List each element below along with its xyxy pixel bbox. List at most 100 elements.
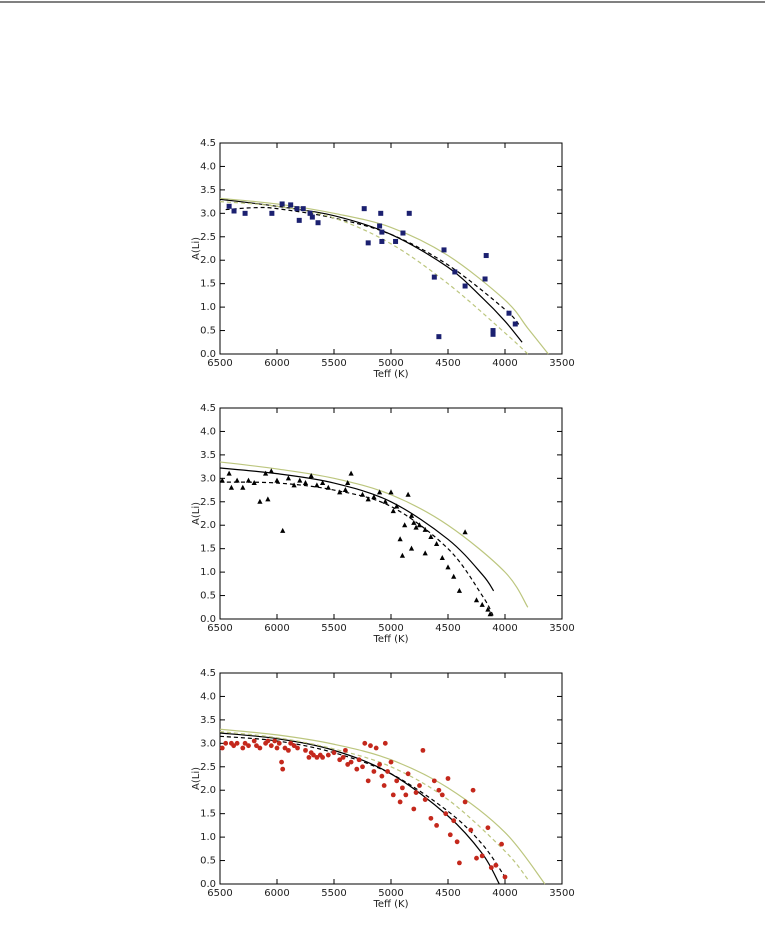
x-tick-label: 6000 xyxy=(264,358,289,369)
data-point xyxy=(337,757,343,763)
data-point xyxy=(251,480,257,486)
data-point xyxy=(223,740,229,746)
y-tick-label: 2.0 xyxy=(200,785,216,796)
x-tick-label: 6500 xyxy=(207,623,232,634)
x-tick-label: 4000 xyxy=(492,888,517,899)
plot-frame xyxy=(219,407,563,620)
data-point xyxy=(434,822,439,828)
y-tick-label: 0.0 xyxy=(200,879,216,890)
x-tick-label: 3500 xyxy=(549,623,574,634)
fit-curve xyxy=(219,197,549,355)
x-tick-label: 4000 xyxy=(492,623,517,634)
data-point xyxy=(382,740,388,746)
y-tick-label: 2.5 xyxy=(200,497,216,508)
y-axis-label: A(Li) xyxy=(191,767,202,790)
data-point xyxy=(379,238,385,244)
x-tick-label: 5000 xyxy=(378,888,403,899)
y-tick-label: 4.0 xyxy=(200,426,216,437)
y-tick-label: 0.5 xyxy=(200,326,216,337)
data-point xyxy=(473,597,480,603)
data-point xyxy=(306,755,312,760)
data-point xyxy=(300,206,306,212)
y-tick-label: 1.0 xyxy=(200,567,216,578)
x-tick-label: 4500 xyxy=(435,623,460,634)
data-point xyxy=(368,743,373,749)
x-axis-label: Teff (K) xyxy=(373,369,409,380)
data-point xyxy=(245,477,252,483)
y-tick-label: 3.0 xyxy=(200,473,216,484)
data-point xyxy=(474,855,479,861)
data-point xyxy=(257,745,263,751)
x-tick-label: 5500 xyxy=(321,623,346,634)
data-point xyxy=(325,752,331,758)
x-tick-label: 5000 xyxy=(378,623,403,634)
data-point xyxy=(263,470,269,476)
data-point xyxy=(279,201,285,207)
data-point xyxy=(416,522,423,528)
y-tick-label: 2.5 xyxy=(200,762,216,773)
data-point xyxy=(406,210,412,216)
data-point xyxy=(390,508,396,514)
data-point xyxy=(468,827,474,833)
plot: 6500 6000 5500 5000 4500 4000 3500 0.0 0.5 1.0 1.5… xyxy=(191,138,575,380)
data-point xyxy=(462,283,468,289)
y-tick-label: 4.0 xyxy=(200,691,216,702)
fit-curve xyxy=(219,461,529,608)
data-point xyxy=(365,240,371,246)
data-point xyxy=(234,477,240,483)
data-point xyxy=(434,540,440,546)
x-tick-label: 5500 xyxy=(321,358,346,369)
fit-curve xyxy=(219,198,523,343)
data-point xyxy=(402,522,408,528)
data-point xyxy=(436,787,442,793)
data-point xyxy=(219,745,225,751)
data-point xyxy=(479,853,485,859)
data-point xyxy=(288,202,294,208)
data-point xyxy=(512,321,518,327)
data-point xyxy=(371,494,377,500)
data-point xyxy=(445,776,451,781)
data-point xyxy=(400,230,406,236)
x-tick-label: 5000 xyxy=(378,358,403,369)
data-point xyxy=(226,470,232,476)
data-point xyxy=(394,503,400,509)
data-point xyxy=(307,210,313,216)
y-tick-label: 0.5 xyxy=(200,591,216,602)
data-point xyxy=(451,818,457,824)
data-point xyxy=(246,743,251,749)
data-point xyxy=(296,217,302,223)
data-point xyxy=(337,489,343,495)
fit-curve xyxy=(219,201,529,355)
y-tick-label: 3.0 xyxy=(200,738,216,749)
data-point xyxy=(470,787,476,793)
y-tick-label: 2.0 xyxy=(200,255,216,266)
data-point xyxy=(242,740,248,746)
data-point xyxy=(378,210,384,216)
y-tick-label: 3.5 xyxy=(200,715,216,726)
data-point xyxy=(428,815,434,821)
x-tick-label: 6500 xyxy=(207,358,232,369)
fit-curve xyxy=(219,467,495,592)
data-point xyxy=(397,536,403,542)
y-tick-label: 4.5 xyxy=(200,403,216,414)
data-point xyxy=(345,480,351,486)
plot-frame xyxy=(219,142,563,355)
data-point xyxy=(373,745,379,751)
data-point xyxy=(257,498,263,504)
data-point xyxy=(320,755,325,760)
data-point xyxy=(315,220,321,226)
plot: 6500 6000 5500 5000 4500 4000 3500 0.0 0.5 1.0 1.5… xyxy=(191,403,575,645)
x-tick-label: 3500 xyxy=(549,358,574,369)
y-axis-label: A(Li) xyxy=(191,502,202,525)
x-tick-label: 6000 xyxy=(264,888,289,899)
data-point xyxy=(397,799,403,805)
data-point xyxy=(399,552,405,558)
y-tick-label: 1.5 xyxy=(200,809,216,820)
data-point xyxy=(462,799,468,805)
x-tick-label: 4000 xyxy=(492,358,517,369)
data-point xyxy=(422,797,428,802)
y-tick-label: 4.5 xyxy=(200,668,216,679)
data-point xyxy=(462,529,468,535)
data-point xyxy=(454,839,460,845)
